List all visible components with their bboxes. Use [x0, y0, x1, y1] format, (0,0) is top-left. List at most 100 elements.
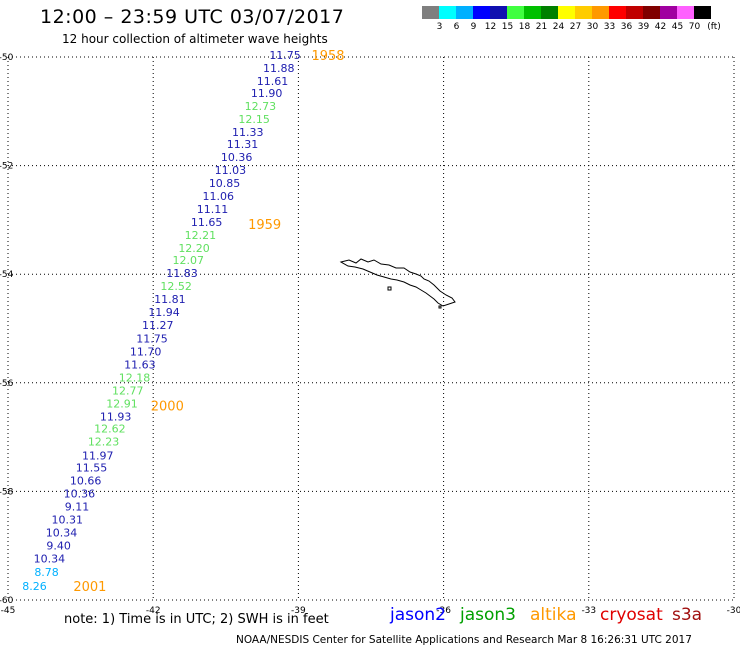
coastline-outline: [339, 258, 456, 307]
legend-label: 33: [603, 22, 616, 32]
swh-value: 10.36: [221, 151, 253, 164]
swh-value: 12.18: [119, 371, 151, 384]
lon-tick-label: -36: [436, 606, 451, 616]
legend-swatch: [422, 6, 439, 19]
swh-value: 11.70: [130, 345, 162, 358]
legend-label: 70: [688, 22, 701, 32]
legend-swatch: [626, 6, 643, 19]
legend-label: 15: [501, 22, 514, 32]
swh-value: 12.73: [245, 100, 277, 113]
legend-swatch: [575, 6, 592, 19]
lat-tick-label: -54: [0, 270, 14, 280]
legend-label: 18: [518, 22, 531, 32]
swh-value: 11.81: [154, 293, 186, 306]
swh-value: 10.34: [46, 527, 78, 540]
legend-label: 9: [470, 22, 477, 32]
swh-value: 9.11: [65, 501, 90, 514]
time-labels: 1958 1959 2000 2001: [73, 49, 344, 595]
swh-value: 12.52: [160, 280, 192, 293]
legend-label: 36: [620, 22, 633, 32]
swh-value: 12.20: [178, 242, 210, 255]
lat-tick-label: -58: [0, 487, 14, 497]
legend-label: 3: [436, 22, 443, 32]
swh-value: 11.83: [166, 267, 198, 280]
legend-label: 45: [671, 22, 684, 32]
swh-value: 11.75: [136, 332, 168, 345]
legend-swatch: [473, 6, 490, 19]
swh-value: 9.40: [46, 540, 71, 553]
south-georgia-coastline: [339, 258, 456, 309]
time-label: 2001: [73, 580, 106, 595]
swh-value: 12.21: [185, 229, 217, 242]
swh-value: 11.03: [215, 164, 247, 177]
swh-value: 11.63: [124, 358, 156, 371]
legend-swatch: [507, 6, 524, 19]
legend-swatch: [592, 6, 609, 19]
swh-value: 10.85: [209, 177, 241, 190]
altimeter-track: 11.7511.8811.6111.9012.7312.1511.3311.31…: [22, 49, 301, 593]
legend-swatch: [456, 6, 473, 19]
legend-label: 21: [535, 22, 548, 32]
satellite-altika: altika: [530, 605, 577, 625]
legend-swatch: [541, 6, 558, 19]
swh-value: 12.62: [94, 422, 126, 435]
legend-swatch: [524, 6, 541, 19]
legend-swatch: [660, 6, 677, 19]
credit-line: NOAA/NESDIS Center for Satellite Applica…: [236, 634, 692, 646]
swh-value: 11.94: [148, 306, 180, 319]
lat-tick-label: -52: [0, 162, 13, 172]
page-subtitle: 12 hour collection of altimeter wave hei…: [62, 32, 328, 46]
swh-value: 10.66: [70, 475, 102, 488]
satellite-jason3: jason3: [460, 605, 516, 625]
lon-tick-label: -42: [146, 606, 161, 616]
time-label: 1959: [248, 218, 281, 233]
swh-value: 10.36: [64, 488, 96, 501]
legend-label: 42: [654, 22, 667, 32]
lat-tick-label: -60: [0, 596, 14, 606]
satellite-s3a: s3a: [672, 605, 703, 625]
legend-swatch: [439, 6, 456, 19]
swh-value: 10.34: [34, 553, 66, 566]
satellite-jason2: jason2: [390, 605, 446, 625]
legend-unit: (ft): [707, 22, 721, 32]
swh-value: 12.23: [88, 435, 120, 448]
swh-value: 11.65: [191, 216, 223, 229]
swh-value: 12.15: [238, 113, 270, 126]
swh-value: 11.61: [257, 75, 289, 88]
swh-value: 11.11: [197, 203, 229, 216]
swh-value: 11.97: [82, 450, 114, 463]
swh-value: 11.93: [100, 410, 132, 423]
axis-tick-labels: -45 -42 -39 -36 -33 -30 -50 -52 -54 -56 -58 -60: [0, 53, 740, 616]
legend-label: 12: [484, 22, 497, 32]
page-title: 12:00 – 23:59 UTC 03/07/2017: [40, 6, 345, 28]
lon-tick-label: -33: [581, 606, 596, 616]
lon-tick-label: -39: [291, 606, 306, 616]
island-shetland: [387, 286, 392, 291]
legend-label: 6: [453, 22, 460, 32]
swh-value: 11.75: [269, 49, 301, 62]
lon-tick-label: -30: [727, 606, 740, 616]
note-text: note: 1) Time is in UTC; 2) SWH is in fe…: [64, 612, 329, 627]
swh-value: 12.77: [112, 384, 144, 397]
swh-value: 11.27: [142, 319, 174, 332]
legend-swatch: [694, 6, 711, 19]
legend-label: 24: [552, 22, 565, 32]
time-label: 1958: [311, 49, 344, 64]
legend-swatch: [609, 6, 626, 19]
legend-swatch: [643, 6, 660, 19]
swh-value: 11.06: [203, 190, 235, 203]
satellite-cryosat: cryosat: [600, 605, 663, 625]
swh-value: 8.26: [22, 580, 47, 593]
island-small: [438, 305, 442, 309]
swh-value: 10.31: [52, 514, 84, 527]
swh-value: 12.91: [106, 397, 138, 410]
legend-label: 39: [637, 22, 650, 32]
swh-value: 11.31: [227, 138, 259, 151]
swh-value: 8.78: [34, 566, 59, 579]
swh-value: 11.55: [76, 462, 108, 475]
time-label: 2000: [151, 400, 184, 415]
legend-swatch: [490, 6, 507, 19]
lat-tick-label: -50: [0, 53, 14, 63]
swh-value: 11.33: [232, 126, 264, 139]
